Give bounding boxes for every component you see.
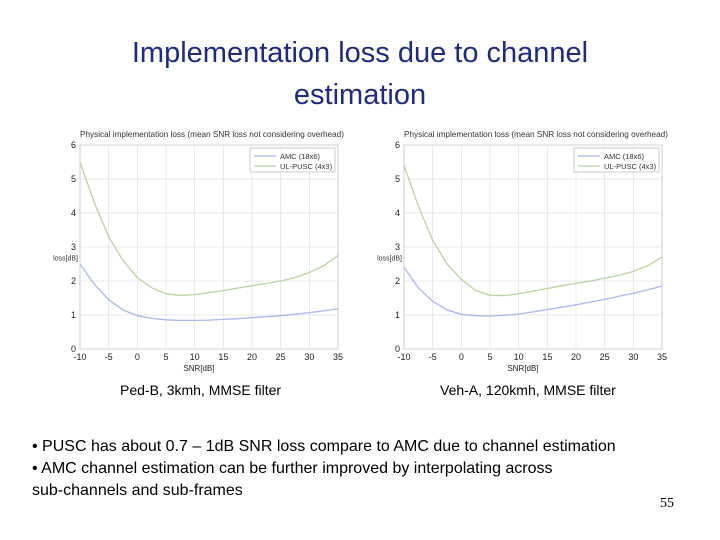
x-tick-label: 25 xyxy=(600,352,610,362)
series-line xyxy=(403,267,663,317)
y-tick-label: 5 xyxy=(395,174,400,184)
y-tick-label: 2 xyxy=(395,276,400,286)
slide-title-line2: estimation xyxy=(293,79,427,111)
legend-label: AMC (18x6) xyxy=(280,152,321,161)
y-axis-label: loss[dB] xyxy=(377,256,402,263)
slide-title-line1: Implementation loss due to channel xyxy=(131,37,589,69)
x-tick-label: 20 xyxy=(571,352,581,362)
chart-ped-b: Physical implementation loss (mean SNR l… xyxy=(53,128,344,373)
x-tick-label: 35 xyxy=(657,352,667,362)
y-tick-label: 5 xyxy=(71,174,76,184)
x-axis-label: SNR[dB] xyxy=(507,364,538,373)
y-tick-label: 2 xyxy=(71,276,76,286)
y-tick-label: 1 xyxy=(395,310,400,320)
y-tick-label: 0 xyxy=(71,344,76,354)
y-tick-label: 6 xyxy=(395,140,400,150)
y-tick-label: 4 xyxy=(71,208,76,218)
x-tick-label: 25 xyxy=(276,352,286,362)
bullet-item-continuation: sub-channels and sub-frames xyxy=(32,482,243,499)
x-tick-label: 0 xyxy=(459,352,464,362)
chart-svg: Physical implementation loss (mean SNR l… xyxy=(53,130,344,373)
x-tick-label: 5 xyxy=(163,352,168,362)
y-tick-label: 3 xyxy=(395,242,400,252)
x-tick-label: 15 xyxy=(542,352,552,362)
x-tick-label: 10 xyxy=(190,352,200,362)
x-tick-label: -5 xyxy=(429,352,437,362)
series-line xyxy=(79,263,339,322)
x-tick-label: -10 xyxy=(73,352,86,362)
bullet-list: • PUSC has about 0.7 – 1dB SNR loss comp… xyxy=(32,436,702,502)
chart-svg: Physical implementation loss (mean SNR l… xyxy=(377,130,668,373)
x-tick-label: 30 xyxy=(628,352,638,362)
legend-box xyxy=(249,147,336,173)
chart-title: Physical implementation loss (mean SNR l… xyxy=(80,130,344,139)
caption-veh-a: Veh-A, 120kmh, MMSE filter xyxy=(440,382,616,398)
x-tick-label: 0 xyxy=(135,352,140,362)
y-tick-label: 3 xyxy=(71,242,76,252)
x-tick-label: 15 xyxy=(218,352,228,362)
bullet-item: • AMC channel estimation can be further … xyxy=(32,460,553,477)
y-axis-label: loss[dB] xyxy=(53,256,78,263)
x-axis-label: SNR[dB] xyxy=(183,364,214,373)
x-tick-label: 30 xyxy=(304,352,314,362)
bullet-item: • PUSC has about 0.7 – 1dB SNR loss comp… xyxy=(32,438,616,455)
x-tick-label: 35 xyxy=(333,352,343,362)
series-line xyxy=(403,165,663,297)
y-tick-label: 6 xyxy=(71,140,76,150)
legend-label: UL-PUSC (4x3) xyxy=(280,162,333,171)
legend-label: UL-PUSC (4x3) xyxy=(604,162,657,171)
chart-veh-a: Physical implementation loss (mean SNR l… xyxy=(377,128,668,373)
series-line xyxy=(79,161,339,296)
x-tick-label: 10 xyxy=(514,352,524,362)
y-tick-label: 4 xyxy=(395,208,400,218)
chart-title: Physical implementation loss (mean SNR l… xyxy=(404,130,668,139)
x-tick-label: -10 xyxy=(397,352,410,362)
caption-ped-b: Ped-B, 3kmh, MMSE filter xyxy=(120,382,282,398)
x-tick-label: 5 xyxy=(487,352,492,362)
x-tick-label: -5 xyxy=(105,352,113,362)
page-number: 55 xyxy=(660,496,674,511)
slide-title: Implementation loss due to channel estim… xyxy=(60,32,660,116)
y-tick-label: 0 xyxy=(395,344,400,354)
legend-label: AMC (18x6) xyxy=(604,152,645,161)
legend-box xyxy=(573,147,660,173)
x-tick-label: 20 xyxy=(247,352,257,362)
y-tick-label: 1 xyxy=(71,310,76,320)
